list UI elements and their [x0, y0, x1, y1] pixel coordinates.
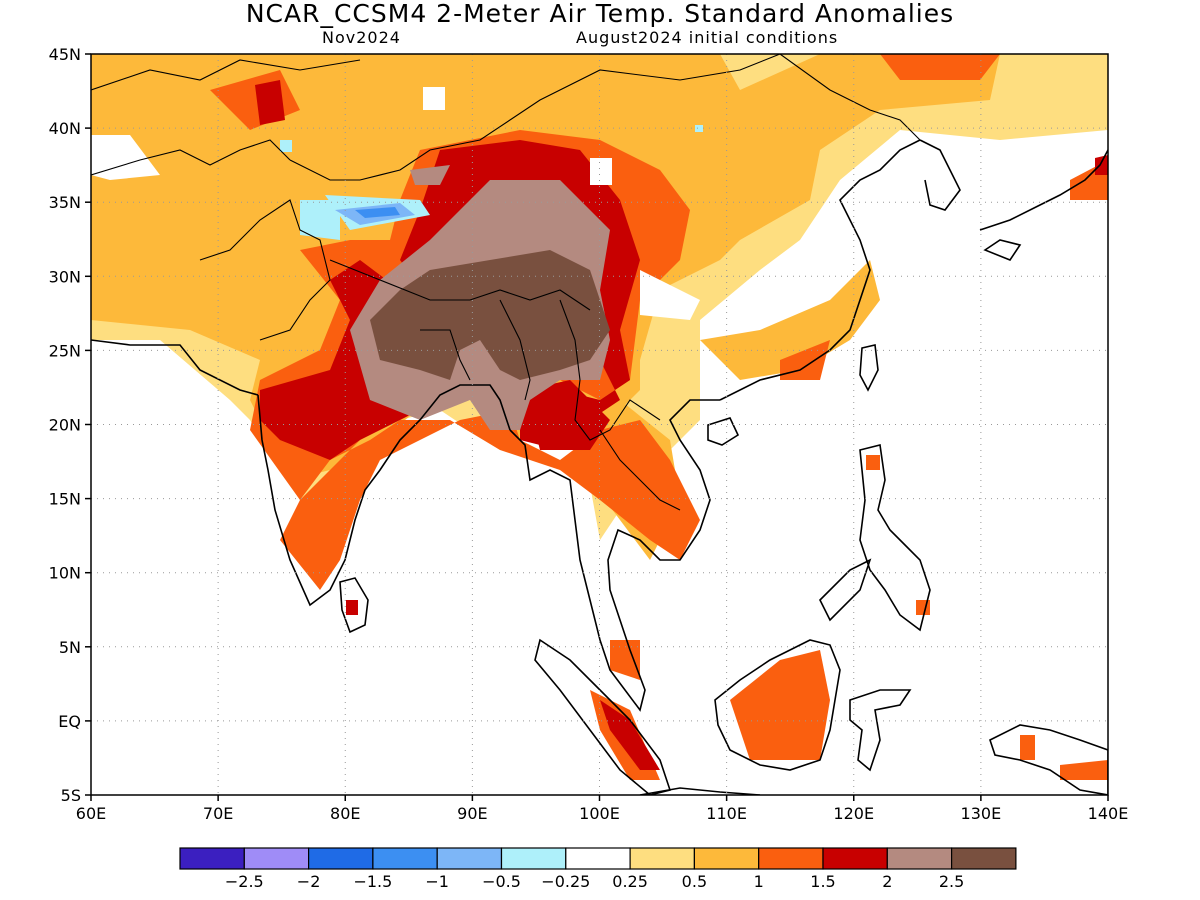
- colorbar-swatch: [629, 847, 695, 870]
- coastlines: [91, 139, 1108, 795]
- colorbar-label: 0.5: [682, 872, 707, 891]
- lat-tick-label: 35N: [49, 193, 81, 212]
- colorbar-legend: −2.5 −2 −1.5 −1 −0.5 −0.25 0.25 0.5 1 1.5 2 2.5: [179, 847, 1017, 891]
- colorbar-label: −1: [425, 872, 449, 891]
- lat-tick-label: 40N: [49, 119, 81, 138]
- colorbar-swatch: [886, 847, 953, 870]
- lon-tick-label: 130E: [961, 804, 1002, 823]
- lon-tick-label: 80E: [330, 804, 360, 823]
- colorbar-label: −1.5: [353, 872, 392, 891]
- country-borders: [91, 54, 921, 511]
- colorbar-label: −0.25: [541, 872, 590, 891]
- lat-tick-label: 10N: [49, 564, 81, 583]
- lon-tick-label: 60E: [76, 804, 106, 823]
- colorbar-swatch: [693, 847, 760, 870]
- lon-tick-label: 90E: [457, 804, 487, 823]
- colorbar-label: −2: [297, 872, 321, 891]
- lat-tick-label: 15N: [49, 490, 81, 509]
- colorbar-swatch: [758, 847, 824, 870]
- lat-tick-label: EQ: [58, 712, 81, 731]
- colorbar-label: −2.5: [225, 872, 264, 891]
- lat-tick-label: 45N: [49, 45, 81, 64]
- lat-tick-label: 5S: [61, 786, 81, 805]
- map-title: NCAR_CCSM4 2-Meter Air Temp. Standard An…: [245, 0, 955, 28]
- colorbar-swatch: [436, 847, 503, 870]
- colorbar-swatch: [950, 847, 1017, 870]
- colorbar-label: 1.5: [810, 872, 835, 891]
- colorbar-label: 2: [882, 872, 892, 891]
- lon-tick-label: 110E: [706, 804, 747, 823]
- colorbar-swatch: [565, 847, 631, 870]
- latitude-axis: 45N 40N 35N 30N 25N 20N 15N 10N 5N EQ 5S: [49, 45, 91, 805]
- forecast-month: Nov2024: [322, 28, 401, 47]
- colorbar-swatch: [500, 847, 567, 870]
- colorbar-label: 1: [754, 872, 764, 891]
- lat-tick-label: 5N: [59, 638, 81, 657]
- lon-tick-label: 140E: [1088, 804, 1129, 823]
- lon-tick-label: 70E: [203, 804, 233, 823]
- colorbar-label: 2.5: [939, 872, 964, 891]
- lat-tick-label: 25N: [49, 341, 81, 360]
- colorbar-label: −0.5: [482, 872, 521, 891]
- lon-tick-label: 100E: [579, 804, 620, 823]
- longitude-axis: 60E 70E 80E 90E 100E 110E 120E 130E 140E: [76, 795, 1129, 823]
- initial-conditions: August2024 initial conditions: [576, 28, 839, 47]
- lat-tick-label: 20N: [49, 416, 81, 435]
- lon-tick-label: 120E: [833, 804, 874, 823]
- colorbar-swatch: [179, 847, 245, 870]
- colorbar-swatch: [822, 847, 888, 870]
- colorbar-swatch: [243, 847, 310, 870]
- anomaly-fields: [91, 54, 1108, 780]
- lat-tick-label: 30N: [49, 267, 81, 286]
- colorbar-swatch: [308, 847, 374, 870]
- colorbar-swatch: [372, 847, 438, 870]
- colorbar-label: 0.25: [612, 872, 648, 891]
